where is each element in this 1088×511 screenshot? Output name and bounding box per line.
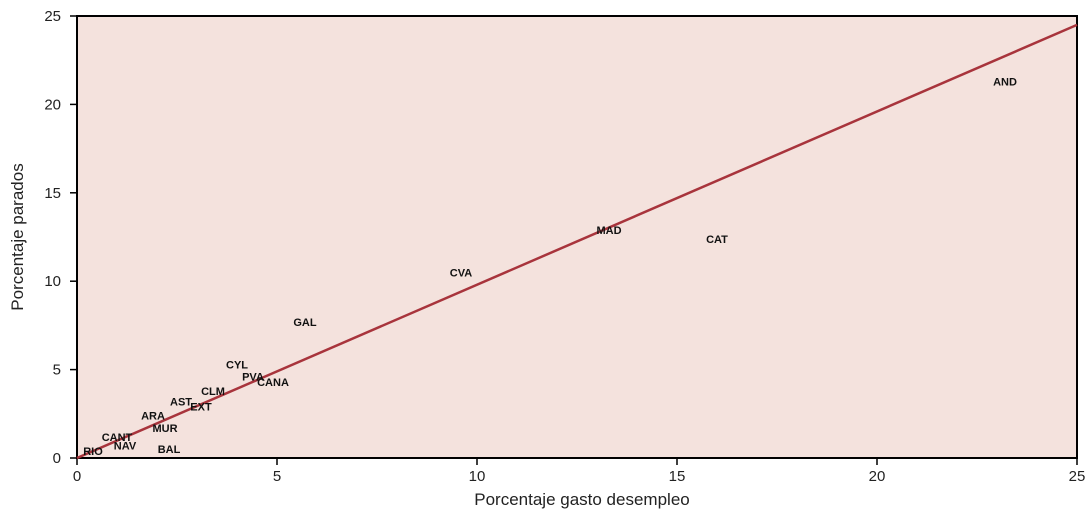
point-label-and: AND [993,76,1017,88]
x-tick-label: 0 [73,468,81,485]
point-label-ast: AST [170,396,192,408]
y-tick-label: 5 [53,362,61,379]
point-label-rio: RIO [83,446,103,458]
y-tick-label: 20 [44,96,61,113]
point-label-cva: CVA [450,267,472,279]
point-label-bal: BAL [158,444,181,456]
y-tick-label: 25 [44,8,61,25]
x-tick-label: 5 [273,468,281,485]
y-tick-label: 0 [53,450,61,467]
x-tick-label: 25 [1069,468,1086,485]
point-label-mad: MAD [596,225,621,237]
point-label-cyl: CYL [226,359,248,371]
point-label-cat: CAT [706,234,728,246]
regression-line [76,23,1078,460]
y-tick-label: 15 [44,185,61,202]
point-label-ext: EXT [190,402,212,414]
x-tick-label: 10 [469,468,486,485]
point-label-pva: PVA [242,372,264,384]
point-label-clm: CLM [201,386,225,398]
point-label-ara: ARA [141,411,165,423]
x-tick-label: 20 [869,468,886,485]
y-tick-label: 10 [44,273,61,290]
point-label-gal: GAL [293,317,317,329]
plot-area [76,15,1078,459]
point-label-nav: NAV [114,441,137,453]
point-label-mur: MUR [152,423,177,435]
x-tick-label: 15 [669,468,686,485]
point-label-cana: CANA [257,377,289,389]
point-label-cant: CANT [102,432,133,444]
y-axis-title: Porcentaje parados [8,163,27,310]
x-axis-title: Porcentaje gasto desempleo [474,490,689,509]
